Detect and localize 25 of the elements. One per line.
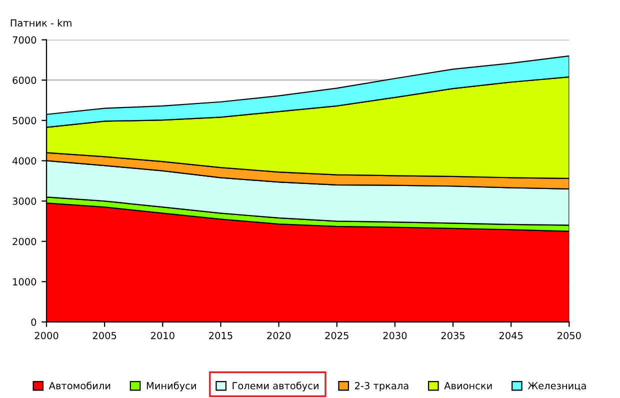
y-tick-label: 3000 — [12, 198, 36, 205]
legend-label: Автомобили — [48, 382, 110, 390]
x-tick-label: 2000 — [34, 332, 58, 340]
legend-label: Авионски — [444, 382, 492, 390]
x-tick-label: 2025 — [325, 332, 348, 340]
legend-label: 2-3 тркала — [355, 382, 408, 392]
x-tick-label: 2010 — [150, 332, 174, 340]
y-tick-label: 6000 — [12, 76, 36, 84]
x-tick-label: 2045 — [499, 332, 523, 340]
y-tick-label: 1000 — [13, 278, 36, 286]
x-tick-label: 2005 — [92, 332, 116, 340]
y-tick-label: 7000 — [12, 36, 36, 44]
x-tick-label: 2050 — [558, 332, 581, 340]
legend-label: Големи автобуси — [232, 382, 318, 392]
x-tick-label: 2035 — [441, 332, 465, 340]
x-tick-label: 2020 — [267, 332, 291, 340]
y-axis-title: Патник - km — [10, 19, 72, 27]
y-tick-label: 0 — [31, 318, 36, 326]
x-tick-label: 2030 — [383, 332, 407, 340]
y-tick-label: 2000 — [12, 238, 36, 246]
y-tick-label: 5000 — [12, 116, 36, 124]
legend-label: Железница — [528, 382, 586, 391]
x-tick-label: 2015 — [209, 332, 232, 340]
y-tick-label: 4000 — [12, 157, 36, 165]
legend-label: Минибуси — [146, 382, 196, 392]
